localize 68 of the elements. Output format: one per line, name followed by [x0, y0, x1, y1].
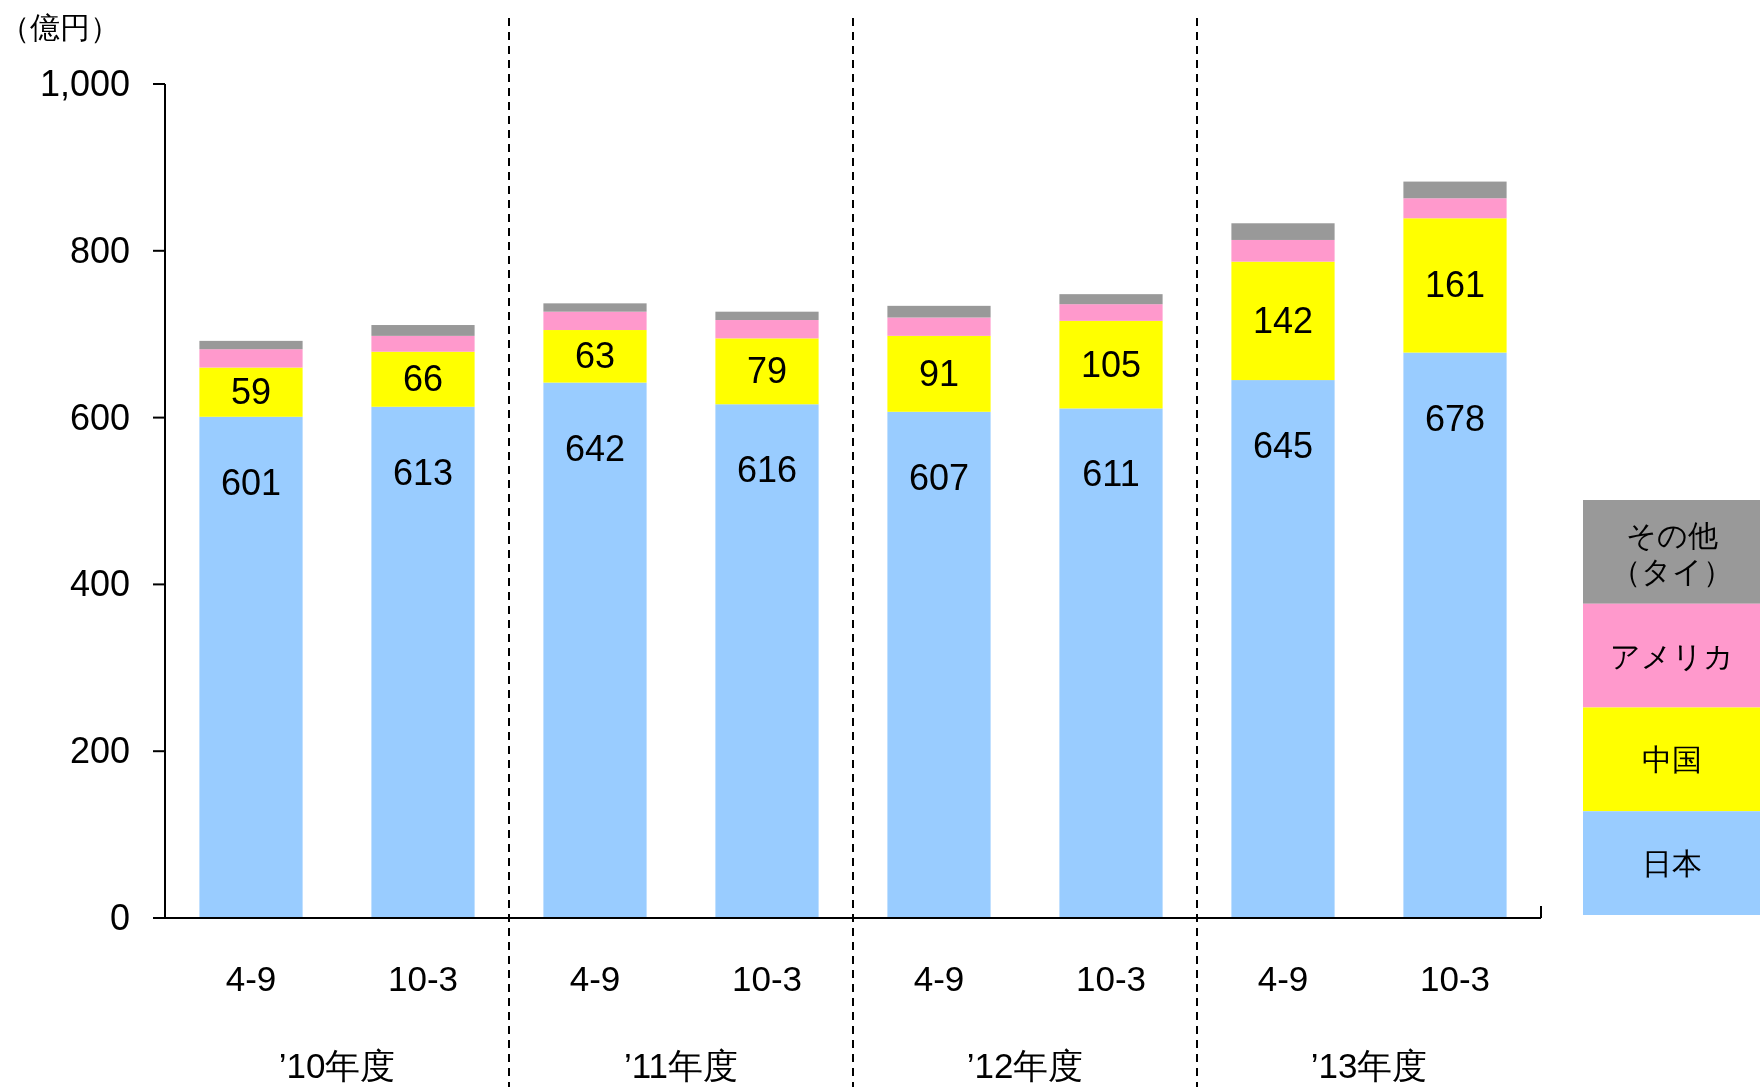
bar — [1403, 218, 1507, 353]
data-label: 611 — [1082, 453, 1140, 495]
bar — [1403, 198, 1507, 219]
bar — [887, 411, 991, 918]
data-label: 607 — [908, 456, 970, 498]
text: ’11年度 — [623, 1046, 739, 1085]
y-tick-label: 200 — [69, 730, 130, 772]
data-label: 642 — [564, 427, 626, 469]
y-tick-label: 400 — [69, 563, 130, 605]
x-tick-label: 10-3 — [1419, 959, 1491, 998]
bar — [1403, 352, 1507, 918]
bar — [1059, 320, 1163, 409]
bar — [1231, 223, 1335, 240]
bar — [1059, 408, 1163, 918]
bar — [715, 404, 819, 918]
x-tick-label: 4-9 — [1257, 959, 1309, 998]
y-tick-label: 800 — [69, 229, 130, 271]
x-tick-label: 10-3 — [1075, 959, 1147, 998]
bar — [543, 311, 647, 331]
bar — [1231, 380, 1335, 918]
data-label: 678 — [1424, 397, 1486, 439]
data-label: 645 — [1252, 425, 1314, 467]
data-label: 66 — [402, 358, 444, 400]
bar — [371, 351, 475, 407]
data-label: 142 — [1252, 299, 1314, 341]
bar — [1403, 181, 1507, 199]
data-label: 161 — [1424, 264, 1486, 306]
bar — [199, 340, 303, 350]
bar — [199, 416, 303, 918]
bar — [371, 335, 475, 352]
bar — [543, 330, 647, 383]
data-label: 59 — [230, 371, 272, 413]
x-tick-label: 10-3 — [731, 959, 803, 998]
bar — [543, 382, 647, 918]
bar — [1059, 304, 1163, 321]
bar — [1231, 261, 1335, 381]
data-label: 105 — [1080, 343, 1142, 385]
bar — [1059, 294, 1163, 305]
data-label: 601 — [220, 461, 282, 503]
y-tick-label: 0 — [109, 897, 130, 938]
bar — [715, 311, 819, 321]
bar — [715, 320, 819, 339]
bar — [199, 349, 303, 368]
y-tick-label: 1,000 — [39, 63, 130, 104]
text: ’10年度 — [278, 1046, 396, 1085]
bar — [887, 335, 991, 412]
bar — [887, 305, 991, 318]
bar — [1231, 239, 1335, 262]
data-label: 616 — [736, 449, 798, 491]
data-label: 91 — [918, 352, 960, 394]
bar — [887, 317, 991, 336]
text: ’13年度 — [1310, 1046, 1428, 1085]
bar — [371, 406, 475, 918]
text: ’12年度 — [966, 1046, 1084, 1085]
x-tick-label: 4-9 — [569, 959, 621, 998]
legend: その他（タイ） アメリカ 中国 日本 — [1583, 500, 1760, 915]
data-label: 79 — [746, 350, 788, 392]
bar — [715, 338, 819, 405]
y-axis-title: （億円） — [0, 11, 120, 44]
bar — [371, 325, 475, 336]
x-tick-label: 4-9 — [225, 959, 277, 998]
data-label: 613 — [392, 451, 454, 493]
bar — [543, 303, 647, 312]
x-tick-label: 4-9 — [913, 959, 965, 998]
bar — [199, 367, 303, 417]
y-tick-label: 600 — [69, 396, 130, 438]
x-tick-label: 10-3 — [387, 959, 459, 998]
data-label: 63 — [574, 335, 616, 377]
